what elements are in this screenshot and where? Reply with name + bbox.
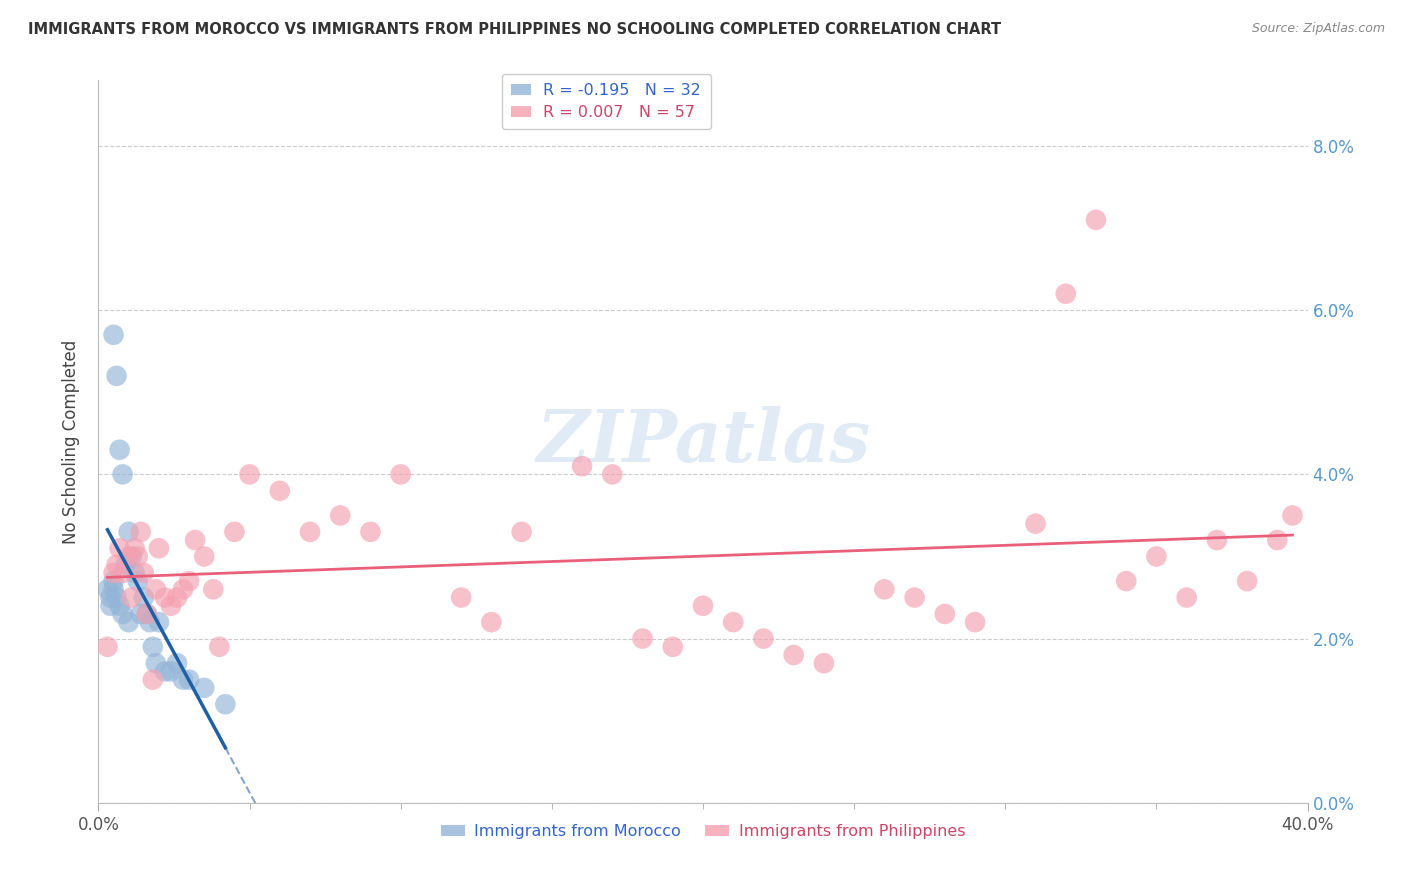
Point	[389, 467, 412, 482]
Point	[172, 582, 194, 597]
Point	[193, 681, 215, 695]
Point	[602, 467, 624, 482]
Point	[121, 549, 143, 564]
Point	[571, 459, 593, 474]
Point	[214, 698, 236, 712]
Point	[481, 615, 503, 630]
Point	[783, 648, 806, 662]
Point	[299, 524, 322, 539]
Point	[450, 591, 472, 605]
Point	[873, 582, 896, 597]
Point	[105, 558, 128, 572]
Point	[108, 442, 131, 457]
Point	[160, 599, 183, 613]
Point	[360, 524, 382, 539]
Point	[135, 607, 157, 621]
Point	[114, 558, 136, 572]
Point	[142, 640, 165, 654]
Point	[1024, 516, 1046, 531]
Point	[148, 615, 170, 630]
Point	[510, 524, 533, 539]
Point	[132, 591, 155, 605]
Point	[105, 591, 128, 605]
Point	[1085, 212, 1108, 227]
Point	[105, 368, 128, 383]
Point	[124, 541, 146, 556]
Point	[1054, 286, 1077, 301]
Point	[142, 673, 165, 687]
Point	[96, 582, 118, 597]
Point	[153, 665, 176, 679]
Point	[202, 582, 225, 597]
Point	[813, 657, 835, 671]
Point	[208, 640, 231, 654]
Point	[108, 541, 131, 556]
Point	[661, 640, 683, 654]
Point	[124, 566, 146, 580]
Point	[96, 640, 118, 654]
Point	[1144, 549, 1167, 564]
Point	[723, 615, 745, 630]
Point	[127, 574, 149, 588]
Point	[179, 673, 201, 687]
Point	[179, 574, 201, 588]
Point	[111, 607, 134, 621]
Point	[121, 591, 143, 605]
Point	[193, 549, 215, 564]
Point	[166, 657, 188, 671]
Point	[118, 549, 141, 564]
Point	[103, 582, 125, 597]
Point	[184, 533, 207, 547]
Point	[692, 599, 714, 613]
Text: Source: ZipAtlas.com: Source: ZipAtlas.com	[1251, 22, 1385, 36]
Point	[118, 615, 141, 630]
Point	[145, 657, 167, 671]
Point	[153, 591, 176, 605]
Point	[111, 566, 134, 580]
Point	[631, 632, 654, 646]
Point	[103, 566, 125, 580]
Point	[904, 591, 927, 605]
Point	[139, 615, 162, 630]
Point	[166, 591, 188, 605]
Point	[1281, 508, 1303, 523]
Point	[145, 582, 167, 597]
Point	[111, 467, 134, 482]
Point	[269, 483, 291, 498]
Point	[1115, 574, 1137, 588]
Point	[329, 508, 352, 523]
Point	[132, 566, 155, 580]
Point	[129, 524, 152, 539]
Point	[1236, 574, 1258, 588]
Point	[934, 607, 956, 621]
Text: IMMIGRANTS FROM MOROCCO VS IMMIGRANTS FROM PHILIPPINES NO SCHOOLING COMPLETED CO: IMMIGRANTS FROM MOROCCO VS IMMIGRANTS FR…	[28, 22, 1001, 37]
Point	[160, 665, 183, 679]
Y-axis label: No Schooling Completed: No Schooling Completed	[62, 340, 80, 543]
Point	[1267, 533, 1289, 547]
Point	[148, 541, 170, 556]
Point	[127, 549, 149, 564]
Point	[1175, 591, 1198, 605]
Point	[100, 599, 122, 613]
Point	[129, 607, 152, 621]
Legend: Immigrants from Morocco, Immigrants from Philippines: Immigrants from Morocco, Immigrants from…	[434, 818, 972, 846]
Point	[103, 574, 125, 588]
Point	[239, 467, 262, 482]
Point	[1206, 533, 1229, 547]
Point	[100, 591, 122, 605]
Point	[172, 673, 194, 687]
Point	[224, 524, 246, 539]
Point	[135, 607, 157, 621]
Point	[118, 524, 141, 539]
Point	[108, 599, 131, 613]
Point	[965, 615, 987, 630]
Point	[103, 327, 125, 342]
Point	[752, 632, 775, 646]
Text: ZIPatlas: ZIPatlas	[536, 406, 870, 477]
